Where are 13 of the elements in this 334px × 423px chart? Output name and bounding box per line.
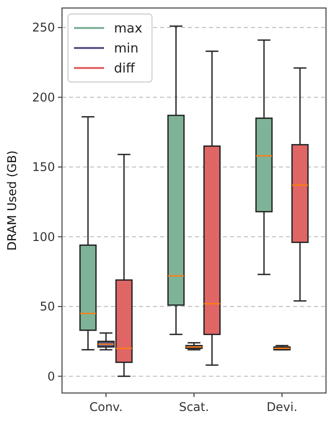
y-tick-label: 100 bbox=[32, 230, 55, 244]
x-tick-label: Devi. bbox=[266, 400, 298, 414]
legend-label: min bbox=[114, 42, 139, 57]
y-tick-label: 0 bbox=[47, 369, 55, 384]
y-tick-label: 200 bbox=[32, 90, 55, 104]
y-tick-label: 50 bbox=[40, 300, 55, 314]
x-tick-label: Conv. bbox=[89, 400, 123, 414]
y-tick-label: 250 bbox=[32, 20, 55, 35]
legend-label: max bbox=[114, 22, 143, 37]
x-tick-label: Scat. bbox=[178, 400, 210, 414]
y-tick-label: 150 bbox=[32, 160, 55, 174]
legend-label: diff bbox=[114, 62, 136, 77]
y-axis-title: DRAM Used (GB) bbox=[5, 150, 19, 251]
